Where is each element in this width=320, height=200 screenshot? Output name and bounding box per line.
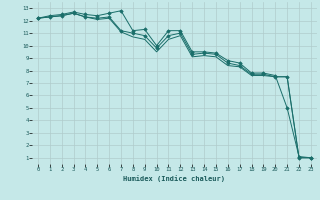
X-axis label: Humidex (Indice chaleur): Humidex (Indice chaleur) xyxy=(124,175,225,182)
